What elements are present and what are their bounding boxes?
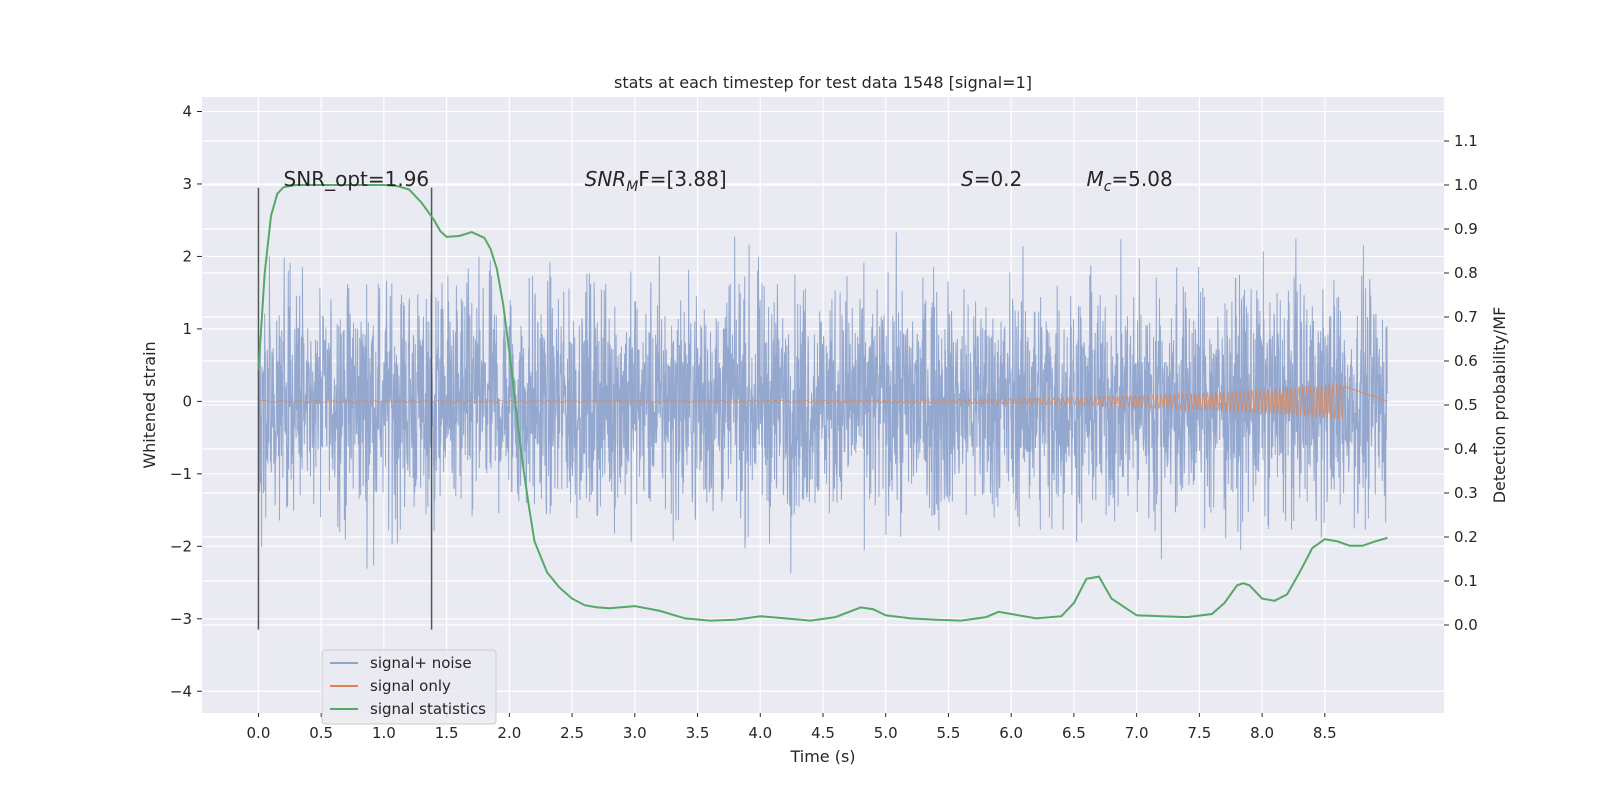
y2-tick-7: 0.4 — [1454, 440, 1478, 458]
y2-axis-ticks: 1.1 1.0 0.9 0.8 0.7 0.6 0.5 0.4 0.3 0.2 0.1 0.0 — [1444, 132, 1478, 634]
x-tick-15: 7.5 — [1187, 724, 1211, 742]
x-tick-10: 5.0 — [874, 724, 898, 742]
y-tick-6: −2 — [170, 537, 192, 555]
x-tick-9: 4.5 — [811, 724, 835, 742]
x-axis-label: Time (s) — [789, 747, 855, 766]
x-tick-16: 8.0 — [1250, 724, 1274, 742]
y2-axis-label: Detection probability/MF — [1490, 307, 1509, 504]
signal-noise-line — [258, 232, 1388, 574]
y-tick-0: 4 — [182, 102, 192, 120]
legend: signal+ noise signal only signal statist… — [321, 649, 497, 725]
y2-tick-6: 0.5 — [1454, 396, 1478, 414]
y-tick-2: 2 — [182, 247, 192, 265]
signal-statistics-line — [257, 184, 1388, 622]
y2-tick-11: 0.0 — [1454, 616, 1478, 634]
x-tick-14: 7.0 — [1125, 724, 1149, 742]
x-tick-2: 1.0 — [372, 724, 396, 742]
y-tick-8: −4 — [170, 682, 192, 700]
annotation-1: SNRMF=[3.88] — [585, 167, 727, 195]
annotations: SNR_opt=1.96 SNRMF=[3.88] S=0.2 Mc=5.08 — [284, 167, 1173, 195]
annotation-0: SNR_opt=1.96 — [284, 167, 430, 191]
y-tick-7: −3 — [170, 610, 192, 628]
x-tick-11: 5.5 — [937, 724, 961, 742]
signal-only-series — [258, 382, 1388, 420]
x-tick-12: 6.0 — [999, 724, 1023, 742]
y2-tick-2: 0.9 — [1454, 220, 1478, 238]
x-tick-6: 3.0 — [623, 724, 647, 742]
legend-label-signal-only: signal only — [370, 677, 451, 695]
x-tick-8: 4.0 — [748, 724, 772, 742]
signal-statistics-series — [257, 184, 1388, 622]
y2-tick-1: 1.0 — [1454, 176, 1478, 194]
x-tick-1: 0.5 — [309, 724, 333, 742]
signal-only-line — [258, 382, 1388, 420]
y2-tick-3: 0.8 — [1454, 264, 1478, 282]
y2-tick-9: 0.2 — [1454, 528, 1478, 546]
y-axis-label: Whitened strain — [140, 341, 159, 468]
y2-tick-0: 1.1 — [1454, 132, 1478, 150]
legend-label-signal-noise: signal+ noise — [370, 654, 472, 672]
vertical-markers — [257, 187, 433, 630]
x-tick-5: 2.5 — [560, 724, 584, 742]
chart-title: stats at each timestep for test data 154… — [614, 73, 1032, 92]
x-tick-3: 1.5 — [435, 724, 459, 742]
y2-tick-8: 0.3 — [1454, 484, 1478, 502]
y2-tick-4: 0.7 — [1454, 308, 1478, 326]
annotation-2: S=0.2 — [961, 167, 1022, 191]
y-tick-4: 0 — [182, 392, 192, 410]
x-tick-0: 0.0 — [247, 724, 271, 742]
y-tick-3: 1 — [182, 320, 192, 338]
x-tick-4: 2.0 — [497, 724, 521, 742]
y-tick-1: 3 — [182, 175, 192, 193]
y2-tick-10: 0.1 — [1454, 572, 1478, 590]
y-tick-5: −1 — [170, 465, 192, 483]
x-tick-13: 6.5 — [1062, 724, 1086, 742]
annotation-3: Mc=5.08 — [1086, 167, 1172, 195]
legend-box — [321, 649, 497, 725]
y-axis-ticks: 4 3 2 1 0 −1 −2 −3 −4 — [170, 102, 202, 700]
x-tick-17: 8.5 — [1313, 724, 1337, 742]
legend-label-signal-statistics: signal statistics — [370, 700, 486, 718]
x-tick-7: 3.5 — [686, 724, 710, 742]
y2-tick-5: 0.6 — [1454, 352, 1478, 370]
x-axis-ticks: 0.0 0.5 1.0 1.5 2.0 2.5 3.0 3.5 4.0 4.5 5.0 5.5 6.0 6… — [247, 713, 1337, 742]
signal-noise-series — [258, 232, 1388, 574]
